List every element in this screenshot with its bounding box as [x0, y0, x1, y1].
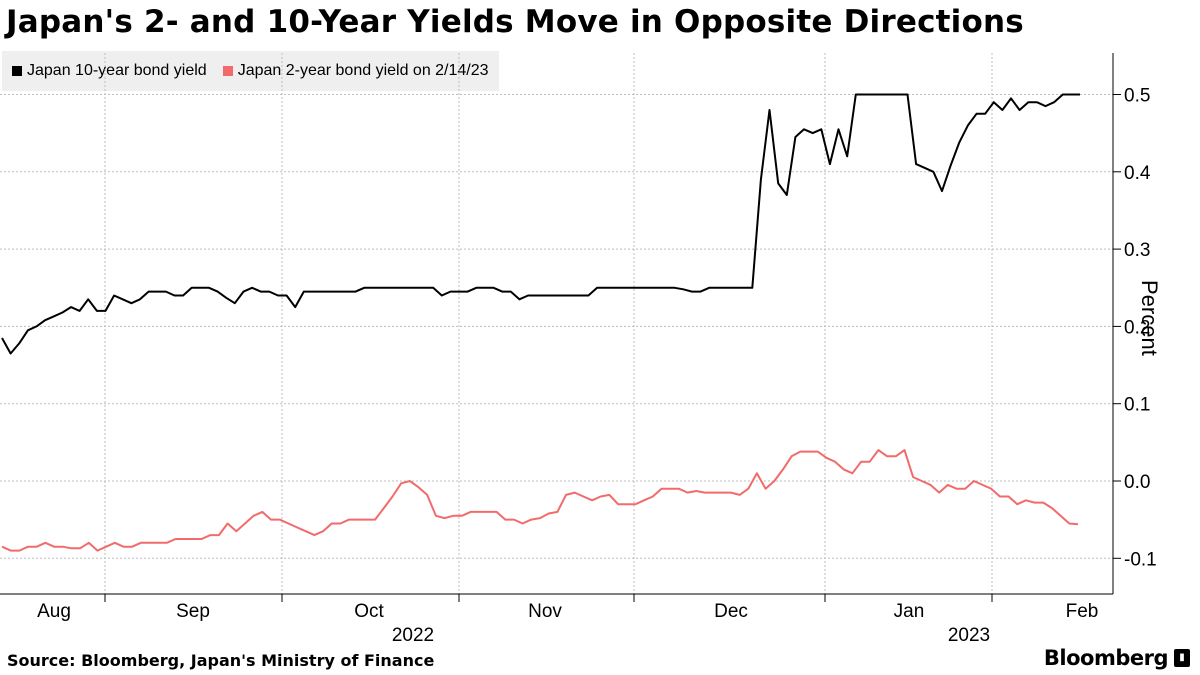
series-lines: [1, 93, 1080, 552]
brand-logo: Bloomberg ▮: [1044, 646, 1190, 670]
series-line-10y: [1, 93, 1080, 355]
legend-swatch-2y: [222, 66, 233, 76]
y-tick-label: 0.1: [1124, 395, 1150, 416]
x-tick-label: Sep: [176, 601, 210, 622]
y-tick-label: 0.3: [1124, 240, 1150, 261]
brand-name: Bloomberg: [1043, 646, 1169, 670]
y-axis-label: Percent: [1137, 280, 1162, 356]
chart-icon: ▮: [1174, 649, 1190, 667]
x-tick-label: Jan: [894, 601, 925, 622]
x-tick-label: Dec: [714, 601, 748, 622]
legend-item-2y: Japan 2-year bond yield on 2/14/23: [222, 62, 489, 80]
x-year-label: 2022: [392, 625, 434, 646]
legend-label-2y: Japan 2-year bond yield on 2/14/23: [237, 62, 489, 79]
source-note: Source: Bloomberg, Japan's Ministry of F…: [7, 651, 435, 670]
legend: Japan 10-year bond yield Japan 2-year bo…: [2, 51, 499, 91]
x-year-label: 2023: [948, 625, 990, 646]
axes: [0, 53, 1121, 602]
chart-title: Japan's 2- and 10-Year Yields Move in Op…: [6, 4, 1024, 40]
gridlines: [0, 53, 1113, 594]
y-tick-label: 0.4: [1124, 163, 1151, 184]
x-tick-label: Oct: [354, 601, 384, 622]
x-tick-label: Feb: [1066, 601, 1099, 622]
y-tick-label: 0.0: [1124, 472, 1150, 493]
y-tick-label: 0.5: [1124, 86, 1150, 107]
x-tick-label: Aug: [37, 601, 71, 622]
y-tick-label: 0.2: [1124, 317, 1150, 338]
legend-item-10y: Japan 10-year bond yield: [12, 62, 207, 80]
series-line-2y: [1, 449, 1079, 552]
x-tick-label: Nov: [528, 601, 562, 622]
legend-swatch-10y: [12, 66, 22, 76]
tick-labels: -0.1 0.0 0.1 0.2 0.3 0.4 0.5 Aug Sep Oct Nov Dec Jan…: [37, 86, 1157, 647]
y-tick-label: -0.1: [1124, 549, 1157, 570]
legend-label-10y: Japan 10-year bond yield: [27, 62, 207, 79]
